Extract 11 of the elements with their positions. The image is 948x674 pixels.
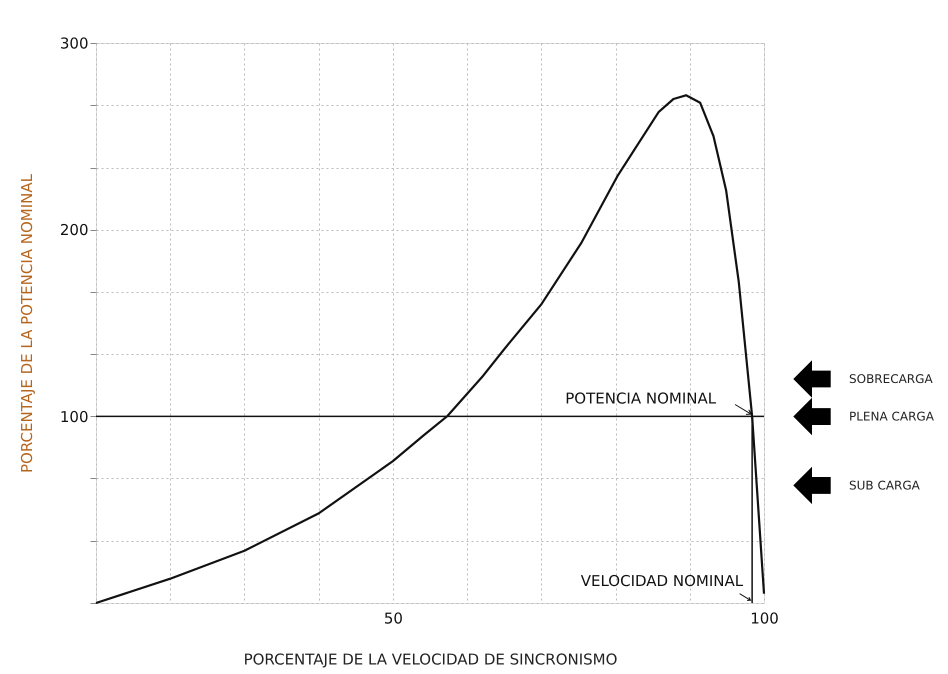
annotation: VELOCIDAD NOMINAL	[580, 572, 744, 590]
x-tick-label: 50	[384, 610, 403, 628]
annotation: POTENCIA NOMINAL	[565, 389, 717, 408]
text: SUB CARGA	[849, 478, 921, 492]
y-tick-label: 200	[60, 221, 88, 240]
y-tick-label: 300	[60, 34, 88, 52]
x-axis-title: PORCENTAJE DE LA VELOCIDAD DE SINCRONISMO	[244, 650, 618, 668]
y-axis-title: PORCENTAJE DE LA POTENCIA NOMINAL	[18, 173, 36, 474]
text: PLENA CARGA	[849, 410, 935, 424]
text: SOBRECARGA	[849, 372, 934, 386]
y-tick-label: 100	[60, 408, 88, 426]
